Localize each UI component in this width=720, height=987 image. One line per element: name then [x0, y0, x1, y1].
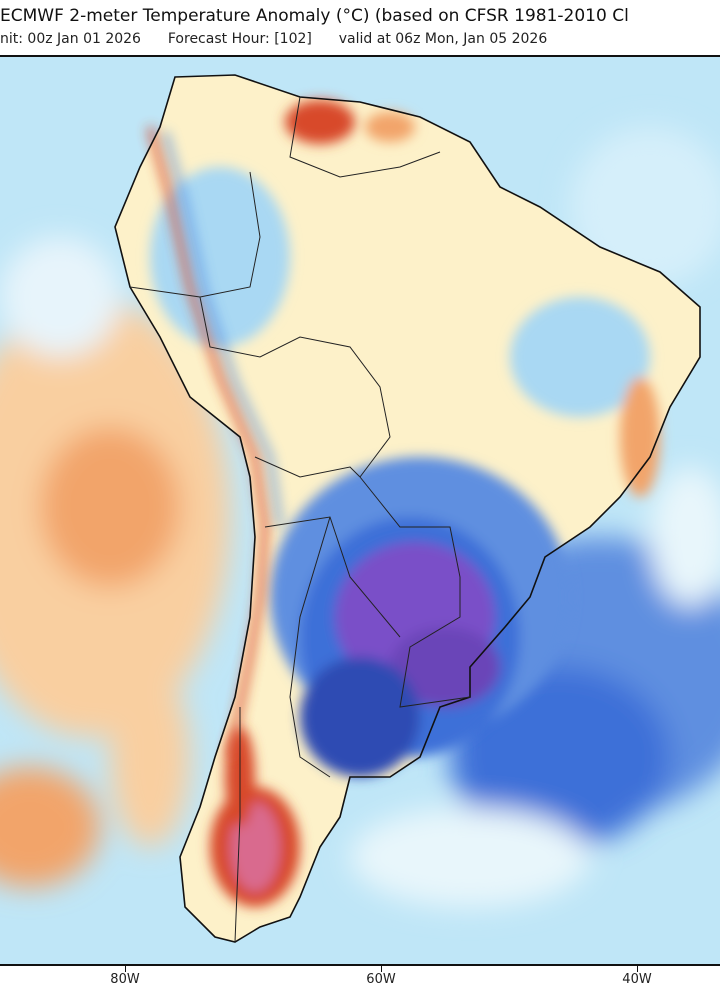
init-time: nit: 00z Jan 01 2026	[0, 31, 141, 47]
map-subtitle: nit: 00z Jan 01 2026 Forecast Hour: [102…	[0, 31, 720, 47]
tick-label-80w: 80W	[110, 972, 140, 987]
land-anomaly-fields	[150, 100, 660, 907]
longitude-axis: 80W 60W 40W	[0, 966, 720, 987]
tick-60w	[381, 966, 382, 972]
tick-40w	[637, 966, 638, 972]
tick-80w	[125, 966, 126, 972]
andes-warm-streak	[146, 126, 269, 758]
andes-cool-streak	[162, 131, 283, 528]
pacific-warm-anomaly	[0, 237, 230, 887]
tick-label-60w: 60W	[366, 972, 396, 987]
map-title: ECMWF 2-meter Temperature Anomaly (°C) (…	[0, 6, 629, 26]
anomaly-map	[0, 55, 720, 966]
country-borders	[129, 96, 471, 943]
coastline	[114, 74, 701, 943]
forecast-hour: Forecast Hour: [102]	[167, 31, 312, 47]
anomaly-map-canvas	[0, 57, 720, 964]
valid-time: valid at 06z Mon, Jan 05 2026	[338, 31, 548, 47]
tick-label-40w: 40W	[622, 972, 652, 987]
